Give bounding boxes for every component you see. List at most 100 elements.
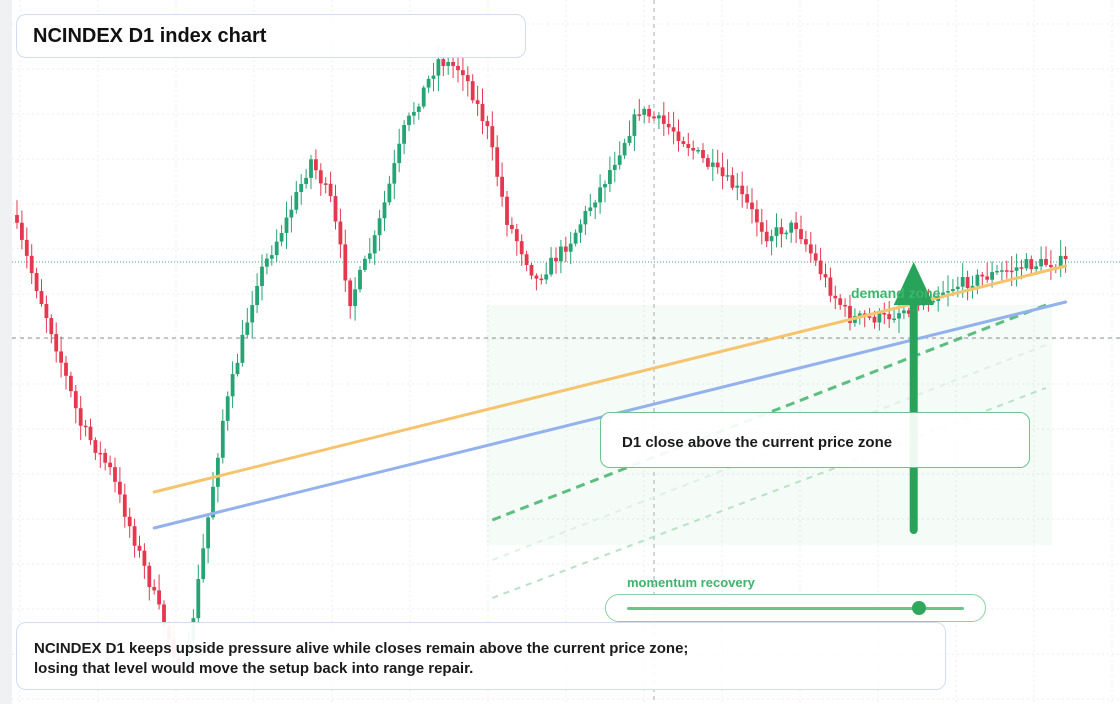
candle-body bbox=[843, 304, 847, 307]
candle-body bbox=[1063, 255, 1068, 260]
candle bbox=[220, 409, 225, 464]
candle bbox=[1000, 262, 1004, 282]
slider-knob[interactable] bbox=[911, 601, 926, 615]
candle-body bbox=[931, 300, 936, 303]
candle-body bbox=[225, 396, 230, 421]
candle bbox=[152, 579, 157, 595]
candle bbox=[519, 234, 524, 266]
candle-body bbox=[804, 239, 808, 245]
candle bbox=[78, 396, 83, 441]
candle-body bbox=[559, 246, 563, 262]
candle-body bbox=[534, 275, 539, 279]
candle-body bbox=[255, 285, 259, 306]
candle-body bbox=[465, 75, 470, 82]
candle-body bbox=[118, 481, 122, 495]
candle-body bbox=[769, 236, 774, 242]
candle bbox=[1029, 255, 1034, 275]
candle bbox=[250, 290, 255, 339]
candle bbox=[122, 483, 127, 528]
candle bbox=[318, 163, 323, 196]
candle-body bbox=[608, 170, 612, 185]
candle-body bbox=[833, 295, 838, 299]
candle-body bbox=[240, 334, 245, 363]
candle-body bbox=[1058, 255, 1063, 269]
candle-body bbox=[162, 604, 166, 626]
candle bbox=[69, 371, 73, 398]
candle bbox=[240, 319, 245, 367]
candle bbox=[784, 230, 789, 240]
candle bbox=[426, 75, 431, 93]
candle-body bbox=[529, 264, 534, 276]
candle-body bbox=[392, 163, 397, 184]
candle bbox=[995, 264, 999, 276]
candle bbox=[985, 262, 990, 283]
candle-body bbox=[568, 243, 573, 252]
candle bbox=[838, 294, 843, 310]
candle bbox=[382, 190, 387, 232]
caption-line-2: losing that level would move the setup b… bbox=[34, 660, 474, 677]
candle-body bbox=[828, 277, 833, 296]
candle-body bbox=[661, 115, 666, 124]
candle-body bbox=[725, 175, 730, 177]
candle bbox=[73, 384, 78, 424]
candle-body bbox=[750, 202, 754, 210]
candle-body bbox=[132, 526, 137, 546]
candle-body bbox=[421, 87, 426, 107]
candle-body bbox=[740, 185, 745, 195]
candle bbox=[887, 301, 892, 329]
candle bbox=[691, 140, 696, 160]
candle bbox=[789, 220, 794, 243]
candle bbox=[495, 135, 500, 187]
candle bbox=[1063, 246, 1068, 273]
candle bbox=[269, 245, 274, 266]
left-gutter bbox=[0, 0, 12, 704]
candle-body bbox=[382, 202, 387, 219]
candle-body bbox=[598, 187, 602, 203]
candle-body bbox=[593, 202, 598, 208]
candle bbox=[706, 154, 710, 170]
candle-body bbox=[377, 218, 382, 236]
candle bbox=[284, 201, 289, 249]
candle bbox=[407, 112, 411, 131]
candle-body bbox=[426, 78, 431, 88]
candle bbox=[93, 437, 98, 461]
candle-body bbox=[69, 375, 73, 392]
candle-body bbox=[794, 222, 798, 230]
candle bbox=[559, 239, 563, 274]
candle-body bbox=[343, 244, 348, 281]
candle-body bbox=[1000, 270, 1004, 272]
candle-body bbox=[867, 316, 872, 318]
candle bbox=[265, 253, 269, 275]
candle-body bbox=[583, 210, 588, 225]
candle bbox=[343, 229, 348, 293]
candle-body bbox=[39, 291, 44, 304]
candle bbox=[480, 88, 485, 135]
candle bbox=[652, 111, 656, 122]
candle bbox=[720, 152, 725, 190]
candle bbox=[59, 336, 63, 378]
candle-body bbox=[338, 221, 343, 245]
candle-body bbox=[294, 192, 299, 210]
candle bbox=[490, 111, 495, 161]
candle-body bbox=[1024, 259, 1029, 269]
candle bbox=[554, 247, 558, 274]
price-levels bbox=[12, 261, 1120, 339]
candle-body bbox=[113, 467, 117, 482]
candle bbox=[666, 112, 671, 135]
candle bbox=[750, 188, 754, 224]
candle-body bbox=[902, 310, 906, 314]
candle-body bbox=[137, 545, 142, 551]
candle bbox=[1044, 246, 1048, 268]
candle-body bbox=[818, 260, 823, 275]
candle bbox=[245, 307, 250, 338]
candle bbox=[372, 230, 377, 265]
candle-body bbox=[485, 121, 490, 127]
candle-body bbox=[524, 254, 529, 265]
candle-body bbox=[764, 231, 769, 242]
candle bbox=[563, 236, 568, 262]
candle bbox=[534, 273, 539, 291]
candle bbox=[573, 229, 578, 247]
momentum-slider[interactable] bbox=[605, 594, 986, 622]
candle-body bbox=[20, 222, 24, 240]
